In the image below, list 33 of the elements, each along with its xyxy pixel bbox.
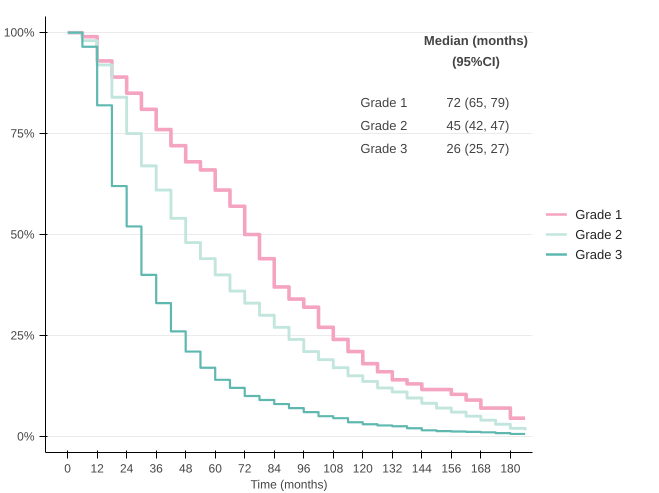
annotation: Grade 2: [360, 118, 408, 133]
annotation: 72 (65, 79): [446, 94, 510, 110]
x-tick-label: 156: [441, 462, 462, 476]
x-tick-label: 84: [268, 462, 282, 476]
x-tick-label: 48: [179, 462, 193, 476]
y-tick-label: 100%: [4, 26, 35, 40]
y-tick-label: 50%: [10, 228, 35, 242]
annotation: Grade 3: [360, 141, 408, 156]
x-tick-label: 96: [297, 462, 311, 476]
x-tick-label: 0: [64, 462, 72, 476]
legend-label: Grade 2: [575, 227, 622, 242]
y-tick-label: 75%: [10, 126, 35, 141]
legend-label: Grade 3: [575, 247, 622, 262]
legend-label: Grade 1: [575, 206, 622, 222]
x-tick-label: 36: [150, 462, 164, 476]
x-tick-label: 12: [90, 462, 104, 476]
x-axis-title: Time (months): [250, 478, 328, 492]
annotation: (95%CI): [452, 54, 500, 70]
x-tick-label: 180: [500, 462, 521, 476]
x-tick-label: 144: [412, 462, 432, 476]
y-tick-label: 0%: [17, 429, 35, 444]
x-tick-label: 120: [352, 462, 374, 476]
annotation: Grade 1: [360, 94, 408, 110]
y-tick-label: 25%: [10, 328, 35, 342]
x-tick-label: 60: [208, 462, 222, 476]
annotation: 45 (42, 47): [446, 118, 510, 133]
x-tick-label: 108: [323, 462, 344, 476]
x-tick-label: 24: [120, 462, 134, 476]
x-tick-label: 72: [238, 462, 252, 476]
x-tick-label: 132: [382, 462, 403, 476]
annotation: 26 (25, 27): [446, 141, 510, 156]
x-tick-label: 168: [470, 462, 492, 476]
annotation: Median (months): [424, 33, 528, 48]
